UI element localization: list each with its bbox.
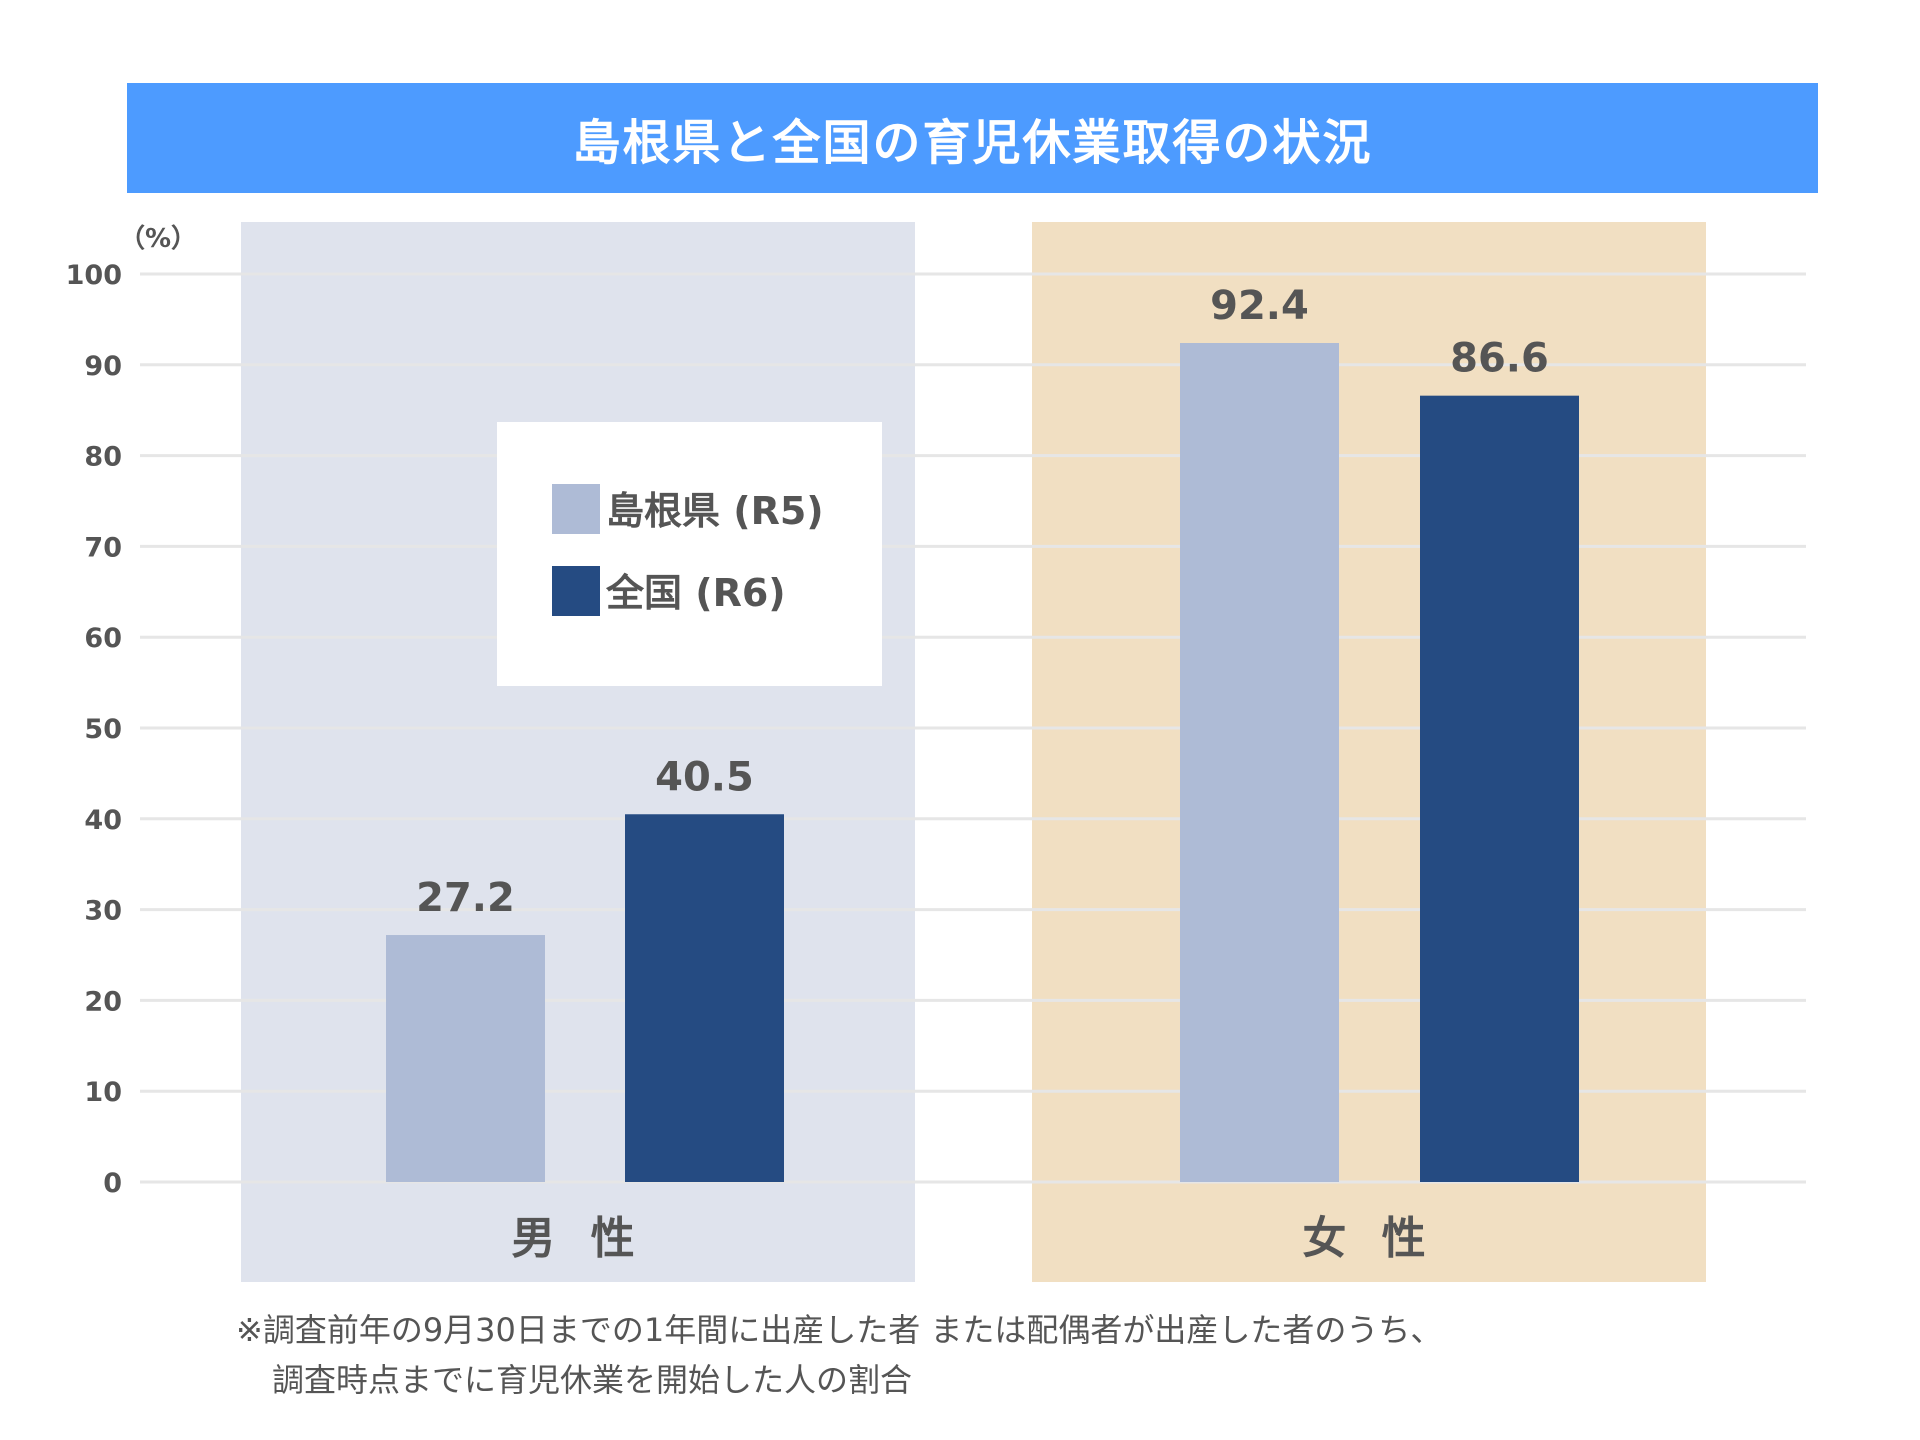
- footnote: ※調査前年の9月30日までの1年間に出産した者 または配偶者が出産した者のうち、…: [236, 1305, 1796, 1405]
- y-tick-label: 20: [84, 986, 122, 1017]
- y-tick-label: 40: [84, 805, 122, 836]
- y-tick-label: 50: [84, 714, 122, 745]
- title-banner: 島根県と全国の育児休業取得の状況: [127, 83, 1818, 193]
- bar: [1180, 343, 1339, 1182]
- bar-value-label: 40.5: [655, 754, 754, 800]
- y-tick-label: 30: [84, 896, 122, 927]
- legend-box: [497, 422, 882, 686]
- bar-value-label: 86.6: [1450, 336, 1549, 382]
- legend-label: 全国 (R6): [605, 571, 786, 615]
- group-panel-1: [241, 222, 915, 1282]
- x-category-label: 男 性: [511, 1213, 644, 1264]
- y-tick-label: 10: [84, 1077, 122, 1108]
- bar: [625, 814, 784, 1182]
- footnote-line-2: 調査時点までに育児休業を開始した人の割合: [272, 1361, 913, 1399]
- y-tick-label: 100: [66, 260, 122, 291]
- footnote-line-1: ※調査前年の9月30日までの1年間に出産した者 または配偶者が出産した者のうち、: [236, 1311, 1443, 1349]
- bar: [386, 935, 545, 1182]
- legend-swatch: [552, 484, 600, 534]
- y-unit-label: （%）: [119, 224, 197, 254]
- y-tick-label: 60: [84, 623, 122, 654]
- legend-swatch: [552, 566, 600, 616]
- y-tick-label: 0: [103, 1168, 122, 1199]
- y-tick-label: 80: [84, 442, 122, 473]
- y-tick-label: 70: [84, 532, 122, 563]
- chart-title: 島根県と全国の育児休業取得の状況: [572, 115, 1373, 171]
- bar: [1420, 395, 1579, 1182]
- group-panel-2: [1032, 222, 1706, 1282]
- bar-value-label: 27.2: [416, 875, 515, 921]
- y-tick-label: 90: [84, 351, 122, 382]
- bar-value-label: 92.4: [1210, 283, 1309, 329]
- x-category-label: 女 性: [1302, 1213, 1435, 1264]
- legend-label: 島根県 (R5): [606, 489, 824, 533]
